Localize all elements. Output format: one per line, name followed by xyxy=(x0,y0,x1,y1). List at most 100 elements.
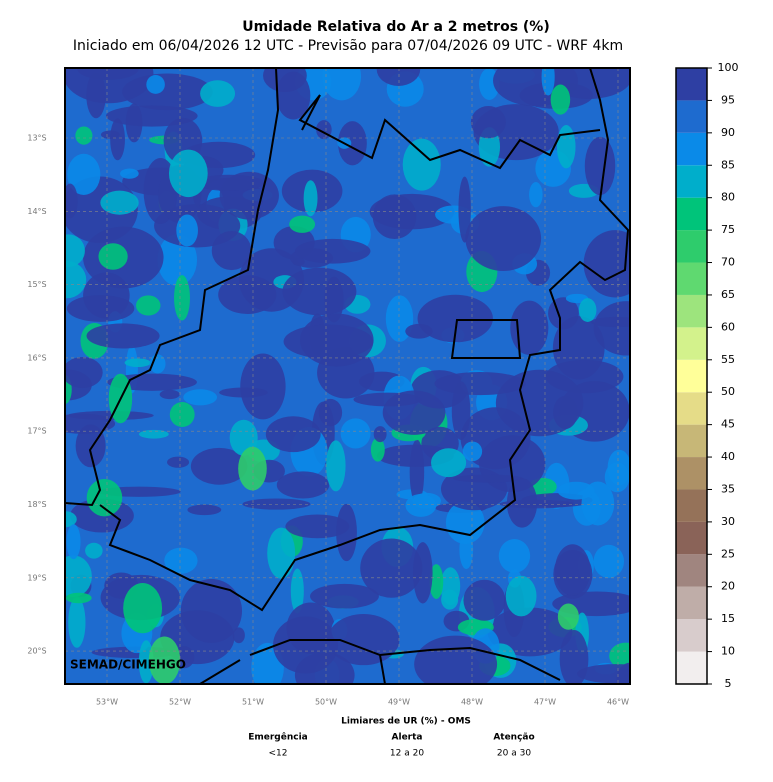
humidity-patch xyxy=(276,471,330,499)
humidity-patch xyxy=(110,118,125,161)
colorbar-tick-label: 75 xyxy=(721,223,735,236)
humidity-patch xyxy=(465,206,542,271)
colorbar-tick-label: 40 xyxy=(721,450,735,463)
lat-label: 19°S xyxy=(27,573,46,582)
humidity-patch xyxy=(218,275,277,315)
colorbar-tick-label: 95 xyxy=(721,93,735,106)
colorbar-tick-label: 20 xyxy=(721,580,735,593)
humidity-patch xyxy=(65,592,92,604)
humidity-patch xyxy=(285,514,350,539)
humidity-patch xyxy=(310,583,379,609)
humidity-patch xyxy=(578,298,597,322)
humidity-patch xyxy=(510,300,549,355)
colorbar-band xyxy=(676,294,707,328)
humidity-patch xyxy=(382,390,446,435)
threshold-range: 20 a 30 xyxy=(497,749,531,759)
humidity-patch xyxy=(65,555,92,598)
humidity-patch xyxy=(434,372,526,396)
humidity-patch xyxy=(283,324,374,359)
humidity-patch xyxy=(65,183,78,219)
humidity-patch xyxy=(65,356,103,389)
humidity-patch xyxy=(174,275,190,321)
colorbar: 5 10 15 20 25 30 35 40 45 50 55 60 65 70 75 80 85 90 95 100 xyxy=(675,61,739,690)
humidity-patch xyxy=(85,542,103,559)
state-border xyxy=(298,94,601,170)
humidity-patch xyxy=(414,635,498,684)
humidity-patch xyxy=(211,231,252,271)
colorbar-band xyxy=(676,68,707,101)
humidity-patch xyxy=(290,568,304,614)
colorbar-tick-label: 55 xyxy=(721,353,735,366)
humidity-patch xyxy=(303,180,318,217)
colorbar-band xyxy=(676,100,707,133)
federal-district xyxy=(450,319,522,359)
humidity-patch xyxy=(373,426,387,443)
colorbar-band xyxy=(676,262,707,295)
humidity-patch xyxy=(417,294,493,343)
humidity-patch xyxy=(557,481,595,500)
humidity-patch xyxy=(429,564,444,599)
map-frame xyxy=(64,67,631,685)
humidity-patch xyxy=(232,627,245,644)
humidity-patch xyxy=(405,323,433,339)
humidity-patch xyxy=(590,316,630,328)
humidity-patch xyxy=(193,174,265,191)
humidity-patch xyxy=(100,190,139,215)
humidity-patch xyxy=(276,71,311,120)
colorbar-tick-label: 85 xyxy=(721,158,735,171)
lon-label: 52°W xyxy=(169,698,191,707)
humidity-patch xyxy=(67,153,101,195)
colorbar-tick-label: 30 xyxy=(721,515,735,528)
humidity-patch xyxy=(146,75,165,94)
humidity-patch xyxy=(372,194,417,240)
lon-label: 50°W xyxy=(315,698,337,707)
humidity-patch xyxy=(294,652,355,684)
colorbar-tick-label: 70 xyxy=(721,256,735,269)
humidity-patch xyxy=(584,136,616,196)
lat-label: 18°S xyxy=(27,500,46,509)
humidity-patch xyxy=(294,238,371,264)
humidity-patch xyxy=(157,234,198,286)
humidity-patch xyxy=(200,80,236,107)
humidity-patch xyxy=(86,323,160,349)
humidity-patch xyxy=(168,149,208,198)
humidity-patch xyxy=(529,181,543,208)
humidity-patch xyxy=(67,410,154,421)
humidity-patch xyxy=(125,103,143,143)
humidity-patch xyxy=(441,589,459,610)
colorbar-tick-label: 80 xyxy=(721,191,735,204)
humidity-patch xyxy=(604,462,630,493)
humidity-patch xyxy=(124,358,151,368)
humidity-patch xyxy=(238,446,267,491)
humidity-patch xyxy=(267,527,296,579)
humidity-patch xyxy=(550,84,571,115)
lon-label: 47°W xyxy=(534,698,556,707)
colorbar-band xyxy=(676,586,707,620)
humidity-patch xyxy=(609,642,630,670)
humidity-patch xyxy=(282,267,357,316)
lat-label: 16°S xyxy=(27,353,46,362)
humidity-patch xyxy=(459,530,474,570)
humidity-patch xyxy=(431,448,467,478)
humidity-patch xyxy=(75,126,93,145)
humidity-patch xyxy=(470,105,506,139)
humidity-patch xyxy=(123,583,163,634)
humidity-patch xyxy=(65,511,77,528)
colorbar-band xyxy=(676,230,707,263)
lat-label: 20°S xyxy=(27,647,46,656)
humidity-patch xyxy=(66,295,135,322)
colorbar-band xyxy=(676,359,707,393)
humidity-patch xyxy=(138,429,169,439)
humidity-patch xyxy=(65,260,87,299)
humidity-patch xyxy=(458,176,471,243)
humidity-patch xyxy=(286,602,335,654)
humidity-patch xyxy=(412,542,433,604)
credit: SEMAD/CIMEHGO xyxy=(70,658,186,672)
humidity-patch xyxy=(75,424,106,468)
graticule: 13°S 14°S 15°S 16°S 17°S 18°S 19°S 20°S 53°W 52°W… xyxy=(27,68,630,707)
colorbar-tick-label: 90 xyxy=(721,126,735,139)
humidity-patch xyxy=(583,230,630,298)
humidity-patch xyxy=(289,215,316,233)
humidity-patch xyxy=(219,387,268,398)
